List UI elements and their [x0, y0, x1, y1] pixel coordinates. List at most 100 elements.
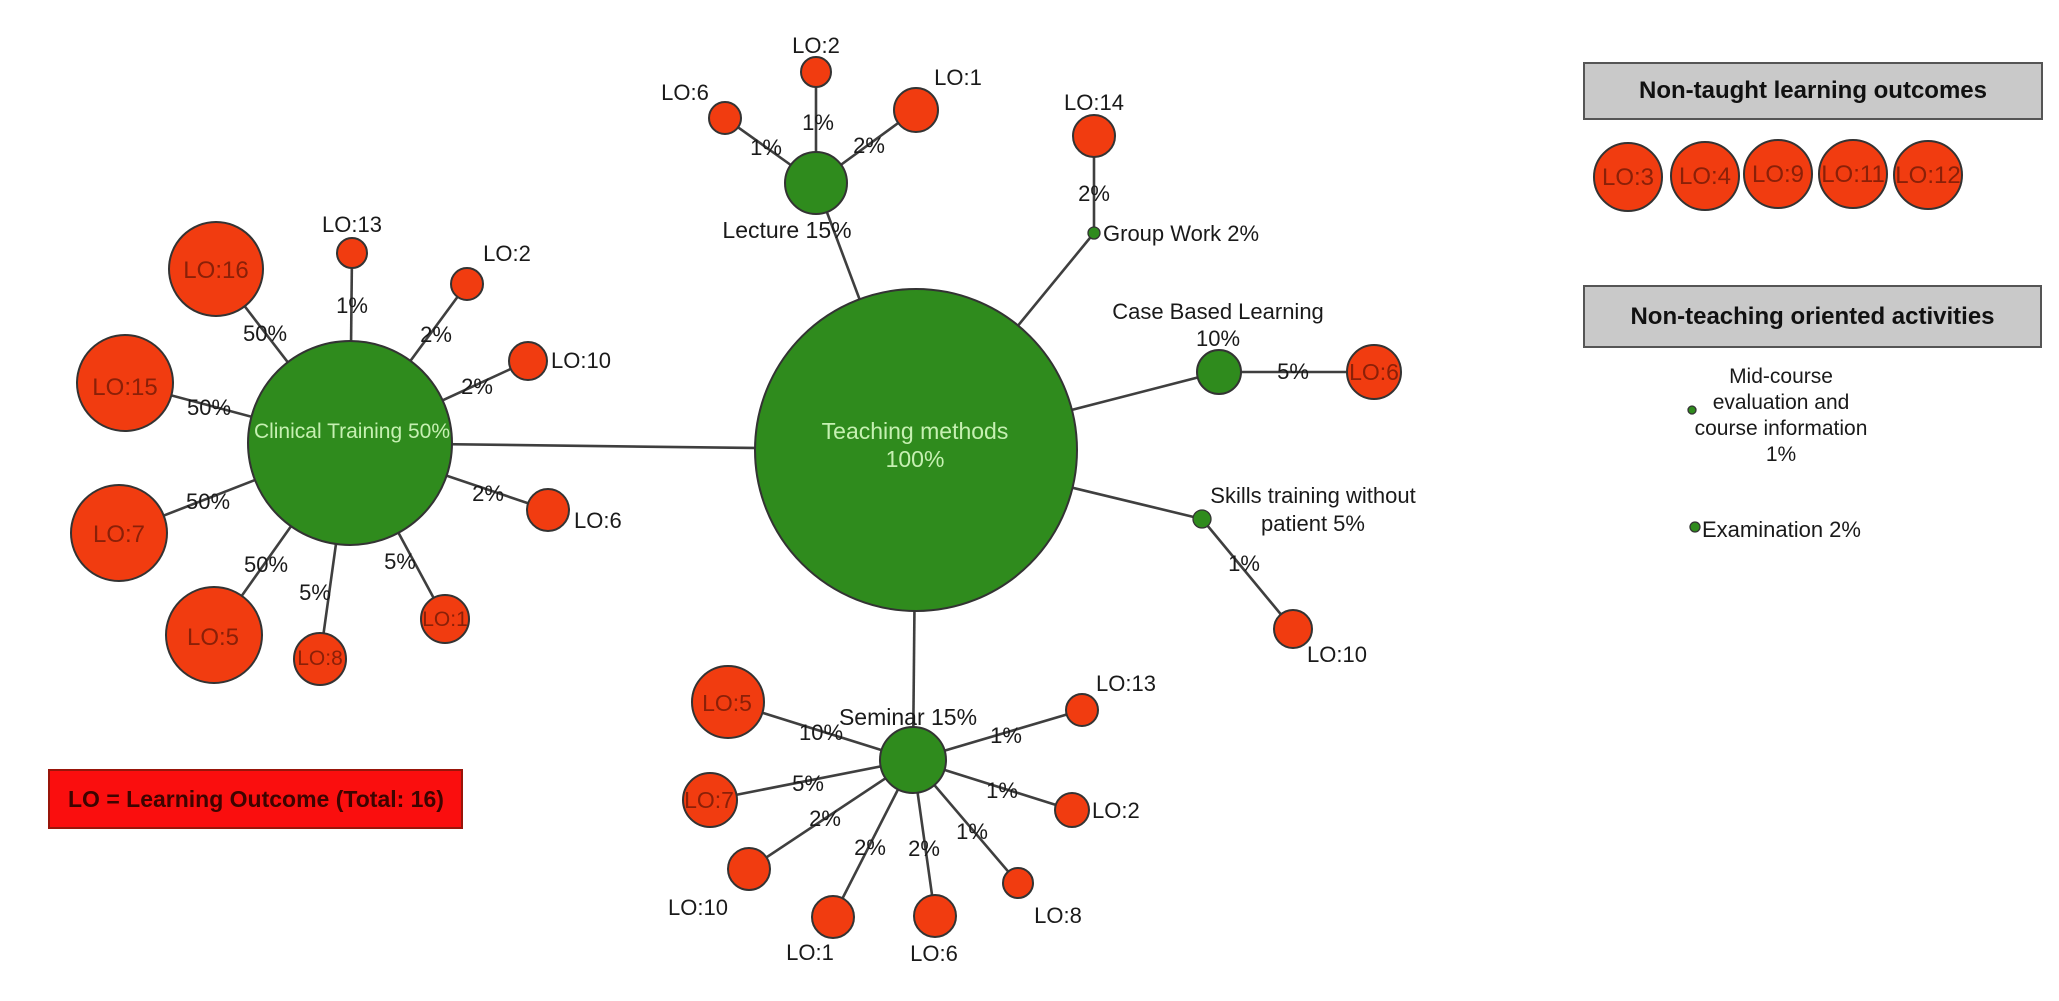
label-lo8s: LO:8 [1034, 903, 1082, 928]
node-lo16c [168, 221, 264, 317]
edge-label-cbl-lo6cbl: 5% [1277, 359, 1309, 384]
edge-label-clinical-lo6c: 2% [472, 481, 504, 506]
label-lo5c: LO:5 [187, 624, 239, 651]
label-lo11nt: LO:11 [1821, 161, 1885, 188]
label-lo6l: LO:6 [661, 80, 709, 105]
label-lo6c: LO:6 [574, 508, 622, 533]
edge-label-seminar-lo2s: 1% [986, 778, 1018, 803]
lo-abbreviation-note-box: LO = Learning Outcome (Total: 16) [48, 769, 463, 829]
label-lo7c: LO:7 [93, 521, 145, 548]
node-lo4nt [1670, 141, 1740, 211]
node-lo6cbl [1346, 344, 1402, 400]
label-lo13s: LO:13 [1096, 671, 1156, 696]
lo-abbreviation-note-text: LO = Learning Outcome (Total: 16) [68, 785, 444, 812]
label-lo5s: LO:5 [702, 690, 752, 716]
node-lo10c [508, 341, 548, 381]
node-clinical [247, 340, 453, 546]
node-lo1s [811, 895, 855, 939]
edge-label-clinical-lo15c: 50% [187, 395, 231, 420]
label-lo2l: LO:2 [792, 33, 840, 58]
label-teaching: Teaching methods 100% [822, 418, 1009, 472]
mid-course-evaluation-note: Mid-course evaluation and course informa… [1694, 365, 1868, 466]
edge-label-clinical-lo10c: 2% [461, 374, 493, 399]
label-lo16c: LO:16 [183, 257, 248, 284]
node-lo3nt [1593, 142, 1663, 212]
node-lo15c [76, 334, 174, 432]
edge-label-clinical-lo8c: 5% [299, 580, 331, 605]
label-lo15c: LO:15 [92, 374, 157, 401]
edge-label-seminar-lo13s: 1% [990, 723, 1022, 748]
label-seminar: Seminar 15% [839, 704, 977, 730]
label-gw_dot: Group Work 2% [1103, 221, 1259, 246]
edge-label-seminar-lo1s: 2% [854, 835, 886, 860]
label-lo12nt: LO:12 [1895, 162, 1960, 189]
node-gw_dot [1087, 226, 1101, 240]
label-lo1l: LO:1 [934, 65, 982, 90]
label-lo10s: LO:10 [1307, 642, 1367, 667]
edge-label-clinical-lo13c: 1% [336, 293, 368, 318]
edge-label-seminar-lo8s: 1% [956, 819, 988, 844]
label-clinical: Clinical Training 50% [254, 420, 450, 443]
node-skills_dot [1192, 509, 1212, 529]
node-lo7s [682, 772, 738, 828]
node-lo9nt [1743, 139, 1813, 209]
node-lo14 [1072, 114, 1116, 158]
node-seminar [879, 726, 947, 794]
node-lo7c [70, 484, 168, 582]
label-lecture: Lecture 15% [722, 217, 851, 243]
node-lo1l [893, 87, 939, 133]
node-lo2l [800, 56, 832, 88]
node-lecture [784, 151, 848, 215]
node-lo8s [1002, 867, 1034, 899]
node-lo5s [691, 665, 765, 739]
node-cbl [1196, 349, 1242, 395]
label-lo6cbl: LO:6 [1349, 359, 1399, 385]
label-lo2c: LO:2 [483, 241, 531, 266]
non-teaching-legend-header: Non-teaching oriented activities [1583, 285, 2042, 348]
node-lo13c [336, 237, 368, 269]
node-lo2c [450, 267, 484, 301]
label-lo7s: LO:7 [684, 787, 734, 813]
edge-label-lecture-lo2l: 1% [802, 110, 834, 135]
edge-label-clinical-lo5c: 50% [244, 552, 288, 577]
node-lo5c [165, 586, 263, 684]
node-lo10s [1273, 609, 1313, 649]
label-lo9nt: LO:9 [1752, 161, 1804, 188]
label-lo6s: LO:6 [910, 941, 958, 966]
label-lo1s: LO:1 [786, 940, 834, 965]
node-lo8c [293, 632, 347, 686]
label-lo13c: LO:13 [322, 212, 382, 237]
edge-label-seminar-lo6s: 2% [908, 836, 940, 861]
label-lo14: LO:14 [1064, 90, 1124, 115]
node-lo13s [1065, 693, 1099, 727]
node-exam_dot [1689, 521, 1701, 533]
node-lo1c [420, 594, 470, 644]
label-lo3nt: LO:3 [1602, 164, 1654, 191]
node-lo11nt [1818, 139, 1888, 209]
label-lo1c: LO:1 [422, 608, 468, 631]
edge-label-clinical-lo16c: 50% [243, 321, 287, 346]
edge-skills_dot-lo10s [1200, 518, 1295, 630]
node-teaching [754, 288, 1078, 612]
label-skills_dot: Skills training without patient 5% [1210, 483, 1415, 536]
non-taught-legend-header: Non-taught learning outcomes [1583, 62, 2043, 120]
edge-label-clinical-lo1c: 5% [384, 549, 416, 574]
node-lo6l [708, 101, 742, 135]
edge-label-seminar-lo7s: 5% [792, 771, 824, 796]
edge-label-lecture-lo6l: 1% [750, 135, 782, 160]
label-lo4nt: LO:4 [1679, 163, 1731, 190]
label-lo2s: LO:2 [1092, 798, 1140, 823]
node-lo10sem [727, 847, 771, 891]
label-lo10c: LO:10 [551, 348, 611, 373]
examination-note: Examination 2% [1702, 517, 1861, 542]
edge-label-lecture-lo1l: 2% [853, 133, 885, 158]
node-mid_dot [1687, 405, 1697, 415]
edge-label-clinical-lo7c: 50% [186, 489, 230, 514]
node-lo6c [526, 488, 570, 532]
node-lo12nt [1893, 140, 1963, 210]
non-teaching-legend-title: Non-teaching oriented activities [1630, 302, 1995, 330]
edge-label-seminar-lo5s: 10% [799, 720, 843, 745]
label-lo10sem: LO:10 [668, 895, 728, 920]
